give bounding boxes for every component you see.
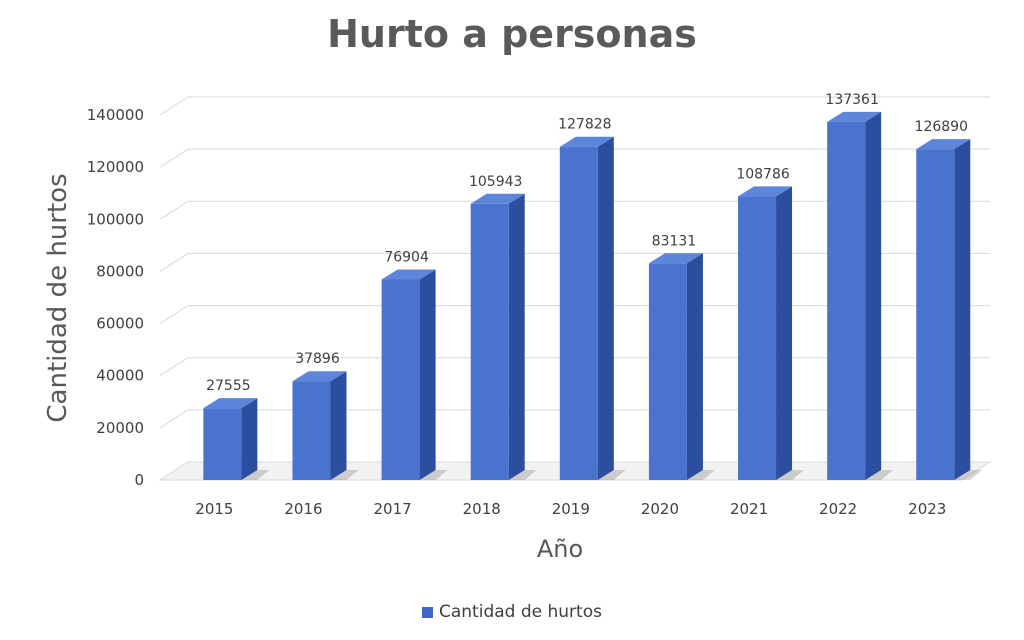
bar-value-label: 37896: [295, 351, 340, 367]
bar-value-label: 127828: [558, 117, 611, 133]
bar-top: [470, 193, 525, 204]
y-tick-label: 140000: [87, 106, 144, 124]
y-gridline-depth: [159, 148, 189, 168]
bar-value-label: 108786: [736, 166, 790, 182]
x-tick-label: 2023: [908, 500, 946, 518]
bar: [559, 146, 598, 481]
y-gridline-depth: [159, 409, 189, 429]
legend-label: Cantidad de hurtos: [439, 602, 602, 622]
bar-side: [776, 186, 793, 480]
bar-top: [827, 111, 882, 122]
x-tick-label: 2022: [819, 500, 857, 518]
x-axis-title: Año: [537, 535, 583, 563]
bar: [827, 121, 866, 480]
bar-side: [419, 269, 436, 480]
y-gridline-depth: [159, 96, 189, 116]
bar: [738, 196, 777, 480]
bar-value-label: 27555: [206, 378, 251, 394]
bar-side: [330, 371, 347, 480]
y-tick-label: 80000: [96, 262, 144, 280]
bar: [203, 408, 242, 480]
legend: Cantidad de hurtos: [0, 602, 1024, 622]
y-tick-label: 0: [134, 471, 144, 489]
y-gridline-depth: [159, 305, 189, 324]
y-tick-label: 100000: [87, 210, 144, 228]
y-gridline-depth: [159, 253, 189, 272]
bar-top: [648, 253, 703, 264]
bar: [470, 203, 509, 481]
bar-side: [241, 398, 258, 480]
bar-value-label: 76904: [384, 250, 429, 266]
bar-value-label: 83131: [652, 233, 697, 249]
bar-top: [738, 186, 793, 197]
bar: [381, 279, 420, 480]
x-tick-label: 2020: [641, 500, 679, 518]
x-tick-label: 2021: [730, 500, 768, 518]
bar-value-label: 126890: [915, 119, 968, 135]
chart-title: Hurto a personas: [327, 12, 697, 56]
x-tick-label: 2019: [552, 500, 590, 518]
y-tick-label: 20000: [96, 419, 144, 437]
bar-top: [292, 371, 347, 382]
x-tick-label: 2018: [463, 500, 501, 518]
bar: [916, 149, 955, 481]
x-tick-label: 2015: [195, 500, 233, 518]
bar-side: [508, 193, 525, 481]
bar-top: [559, 136, 614, 147]
bar-side: [865, 111, 882, 480]
x-tick-label: 2017: [374, 500, 412, 518]
bar-side: [954, 139, 971, 481]
x-tick-label: 2016: [284, 500, 322, 518]
bar-value-label: 105943: [469, 174, 522, 190]
bar-top: [381, 269, 436, 280]
bar: [292, 381, 331, 480]
bar-top: [203, 398, 258, 409]
y-tick-label: 60000: [96, 315, 144, 333]
bar: [648, 263, 687, 480]
bar-value-label: 137361: [825, 92, 878, 108]
y-gridline-depth: [159, 200, 189, 220]
bar-side: [597, 136, 614, 481]
y-tick-label: 40000: [96, 367, 144, 385]
bar-side: [686, 253, 703, 480]
y-axis-title: Cantidad de hurtos: [43, 173, 73, 422]
legend-swatch: [422, 606, 433, 618]
y-tick-label: 120000: [87, 158, 144, 176]
bar-top: [916, 139, 971, 150]
y-gridline-depth: [159, 357, 189, 377]
